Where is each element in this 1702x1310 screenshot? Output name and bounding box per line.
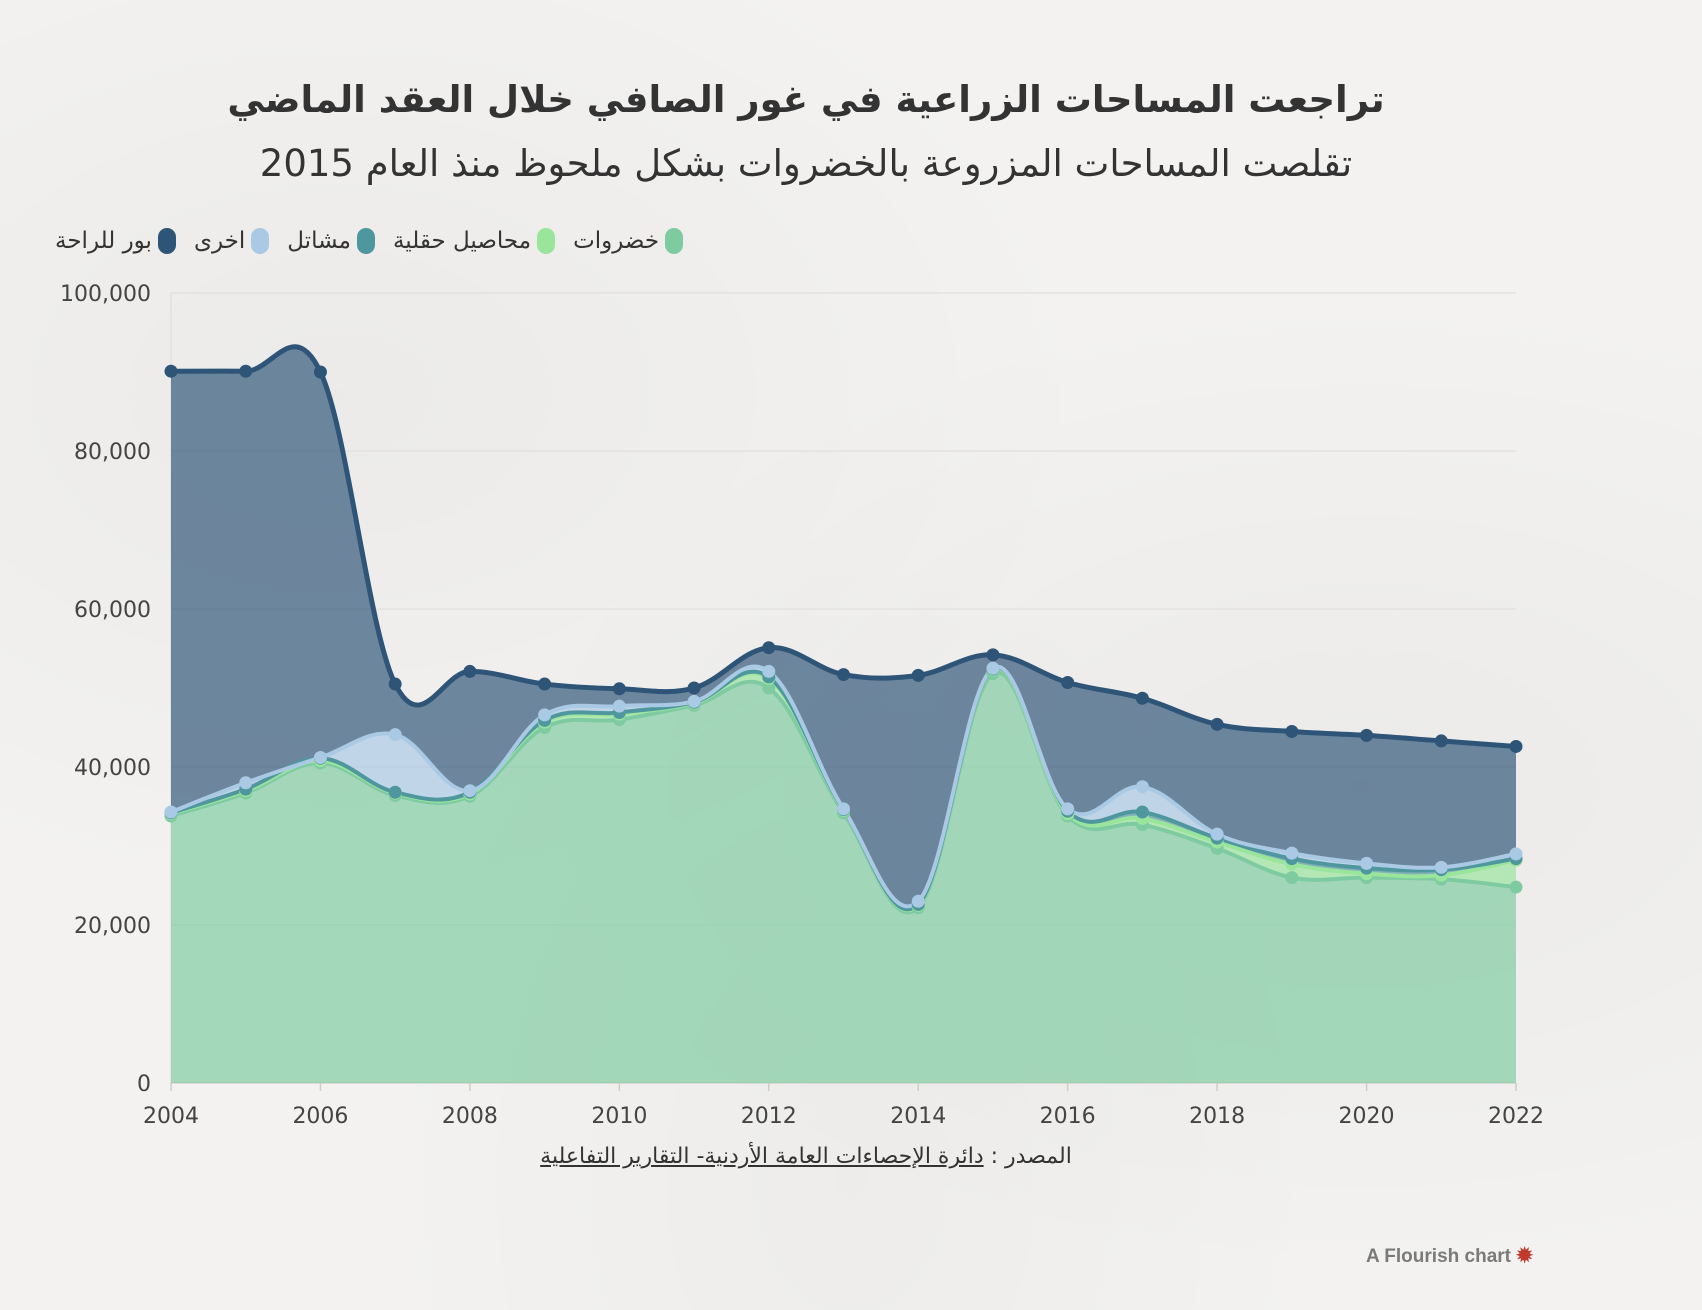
point-fallow[interactable] — [612, 682, 626, 696]
point-other[interactable] — [612, 699, 626, 713]
point-nurseries[interactable] — [1135, 805, 1149, 819]
y-tick-label: 40,000 — [74, 756, 151, 781]
source-link[interactable]: دائرة الإحصاءات العامة الأردنية- التقاري… — [540, 1144, 984, 1169]
chart-legend: خضروات محاصيل حقلية مشاتل اخرى بور للراح… — [55, 224, 701, 258]
flourish-star-icon: ✹ — [1516, 1245, 1534, 1267]
chart-subtitle: تقلصت المساحات المزروعة بالخضروات بشكل م… — [259, 142, 1353, 185]
y-tick-label: 60,000 — [74, 598, 151, 623]
legend-label-vegetables: خضروات — [573, 228, 660, 254]
legend-swatch-other — [251, 228, 270, 254]
point-other[interactable] — [762, 664, 776, 678]
y-tick-label: 100,000 — [60, 282, 151, 307]
point-fallow[interactable] — [687, 681, 701, 695]
point-vegetables[interactable] — [1509, 880, 1523, 894]
point-fallow[interactable] — [837, 668, 850, 682]
x-tick-label: 2008 — [442, 1104, 498, 1129]
point-fallow[interactable] — [1434, 734, 1448, 748]
line-other — [170, 664, 1517, 909]
legend-swatch-vegetables — [665, 228, 684, 254]
point-fallow[interactable] — [1285, 724, 1299, 738]
point-fallow[interactable] — [164, 364, 178, 378]
point-other[interactable] — [1061, 802, 1075, 816]
point-other[interactable] — [986, 661, 1000, 675]
legend-item-other[interactable]: اخرى — [193, 228, 270, 254]
axes: 0 20,000 40,000 60,000 80,000 100,000 2004 2006… — [60, 282, 1544, 1129]
x-tick-label: 2004 — [143, 1104, 199, 1129]
stacked-areas — [171, 346, 1516, 1083]
point-other[interactable] — [463, 784, 477, 798]
flourish-credit[interactable]: A Flourish chart ✹ — [1366, 1243, 1533, 1268]
x-tick-label: 2020 — [1339, 1104, 1395, 1129]
point-fallow[interactable] — [388, 677, 402, 691]
x-tick-label: 2006 — [292, 1104, 348, 1129]
point-other[interactable] — [687, 694, 701, 708]
point-other[interactable] — [837, 802, 850, 816]
point-fallow[interactable] — [986, 648, 1000, 662]
point-other[interactable] — [1135, 780, 1149, 794]
data-points — [164, 364, 1523, 915]
x-tick-label: 2014 — [890, 1104, 946, 1129]
y-tick-label: 0 — [137, 1072, 151, 1097]
point-other[interactable] — [1509, 847, 1523, 861]
point-other[interactable] — [388, 728, 402, 742]
point-other[interactable] — [164, 805, 178, 819]
point-vegetables[interactable] — [1285, 871, 1299, 885]
source-prefix: المصدر : — [990, 1144, 1072, 1169]
area-chart: 0 20,000 40,000 60,000 80,000 100,000 2004 2006… — [60, 282, 1544, 1129]
legend-label-other: اخرى — [193, 228, 246, 254]
legend-label-nurseries: مشاتل — [287, 228, 351, 254]
point-other[interactable] — [1285, 846, 1299, 860]
x-tick-label: 2022 — [1488, 1104, 1544, 1129]
point-nurseries[interactable] — [388, 785, 402, 799]
source-note: المصدر : دائرة الإحصاءات العامة الأردنية… — [0, 1144, 1612, 1169]
point-fallow[interactable] — [1061, 675, 1075, 689]
point-other[interactable] — [313, 751, 327, 765]
point-other[interactable] — [1210, 827, 1224, 841]
area-other — [171, 666, 1516, 910]
point-fallow[interactable] — [1135, 691, 1149, 705]
point-fallow[interactable] — [1509, 739, 1523, 753]
point-other[interactable] — [1434, 860, 1448, 874]
x-tick-label: 2010 — [591, 1104, 647, 1129]
point-fallow[interactable] — [1360, 728, 1374, 742]
chart-title: تراجعت المساحات الزراعية في غور الصافي خ… — [227, 78, 1385, 121]
point-other[interactable] — [538, 708, 552, 722]
legend-swatch-fallow — [157, 228, 176, 254]
line-fallow — [170, 344, 1517, 749]
point-fallow[interactable] — [1210, 717, 1224, 731]
legend-item-nurseries[interactable]: مشاتل — [287, 228, 375, 254]
x-tick-label: 2018 — [1189, 1104, 1245, 1129]
legend-item-vegetables[interactable]: خضروات — [573, 228, 684, 254]
area-fallow — [171, 346, 1516, 907]
point-fallow[interactable] — [463, 664, 477, 678]
credit-text: A Flourish chart — [1366, 1246, 1511, 1267]
point-fallow[interactable] — [239, 364, 253, 378]
legend-item-fallow[interactable]: بور للراحة — [55, 228, 176, 254]
x-tick-label: 2012 — [741, 1104, 797, 1129]
point-other[interactable] — [1360, 856, 1374, 870]
series-lines — [170, 344, 1517, 915]
point-vegetables[interactable] — [762, 681, 776, 695]
y-tick-label: 20,000 — [74, 914, 151, 939]
legend-label-field-crops: محاصيل حقلية — [392, 228, 532, 254]
y-tick-label: 80,000 — [74, 440, 151, 465]
legend-item-field-crops[interactable]: محاصيل حقلية — [392, 228, 556, 254]
area-vegetables — [171, 672, 1516, 1083]
point-fallow[interactable] — [313, 365, 327, 379]
point-other[interactable] — [911, 894, 925, 908]
legend-label-fallow: بور للراحة — [55, 228, 152, 254]
x-tick-label: 2016 — [1040, 1104, 1096, 1129]
point-fallow[interactable] — [911, 668, 925, 682]
legend-swatch-nurseries — [356, 228, 375, 254]
legend-swatch-field-crops — [537, 228, 556, 254]
point-fallow[interactable] — [762, 641, 776, 655]
point-other[interactable] — [239, 776, 253, 790]
point-fallow[interactable] — [538, 677, 552, 691]
